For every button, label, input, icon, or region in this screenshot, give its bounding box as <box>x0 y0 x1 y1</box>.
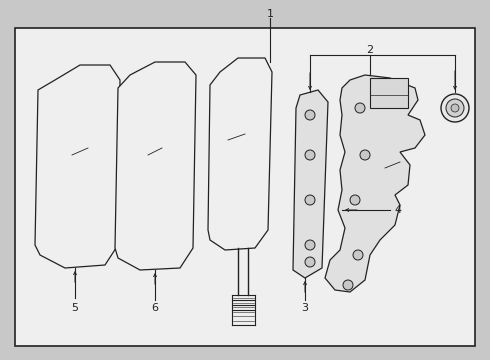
Text: 4: 4 <box>394 205 402 215</box>
Polygon shape <box>325 75 425 292</box>
Bar <box>15 28 475 346</box>
Circle shape <box>360 150 370 160</box>
Circle shape <box>441 94 469 122</box>
Polygon shape <box>35 65 120 268</box>
Circle shape <box>350 195 360 205</box>
Bar <box>370 78 408 108</box>
Circle shape <box>305 257 315 267</box>
Text: 3: 3 <box>301 303 309 313</box>
Text: 5: 5 <box>72 303 78 313</box>
Circle shape <box>305 240 315 250</box>
Circle shape <box>355 103 365 113</box>
Circle shape <box>343 280 353 290</box>
Text: 1: 1 <box>267 9 273 19</box>
Circle shape <box>305 150 315 160</box>
Text: 2: 2 <box>367 45 373 55</box>
Circle shape <box>305 110 315 120</box>
Polygon shape <box>208 58 272 250</box>
Circle shape <box>446 99 464 117</box>
Polygon shape <box>293 90 328 278</box>
Polygon shape <box>115 62 196 270</box>
Circle shape <box>451 104 459 112</box>
Text: 6: 6 <box>151 303 158 313</box>
Circle shape <box>353 250 363 260</box>
Circle shape <box>305 195 315 205</box>
